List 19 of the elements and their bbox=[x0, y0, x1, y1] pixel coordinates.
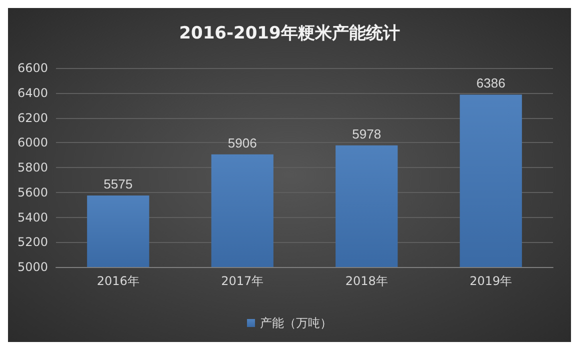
y-tick-label: 5800 bbox=[17, 160, 48, 174]
y-tick-label: 6400 bbox=[17, 86, 48, 100]
x-tick-label: 2019年 bbox=[470, 274, 512, 288]
y-tick-label: 6600 bbox=[17, 61, 48, 75]
y-tick-label: 5600 bbox=[17, 185, 48, 200]
x-tick-label: 2016年 bbox=[96, 274, 140, 288]
y-tick-label: 5400 bbox=[17, 210, 48, 224]
data-label: 5906 bbox=[228, 135, 257, 150]
y-tick-label: 5000 bbox=[17, 260, 48, 274]
data-label: 6386 bbox=[476, 76, 506, 91]
y-tick-label: 6000 bbox=[17, 136, 48, 150]
y-tick-label: 6200 bbox=[17, 110, 48, 125]
data-label: 5575 bbox=[104, 176, 133, 192]
data-label: 5978 bbox=[352, 126, 382, 142]
x-tick-label: 2017年 bbox=[221, 274, 264, 288]
legend-label: 产能（万吨） bbox=[260, 316, 332, 330]
chart-title: 2016-2019年粳米产能统计 bbox=[179, 24, 400, 44]
x-tick-label: 2018年 bbox=[345, 274, 388, 288]
y-tick-label: 5200 bbox=[17, 235, 48, 250]
